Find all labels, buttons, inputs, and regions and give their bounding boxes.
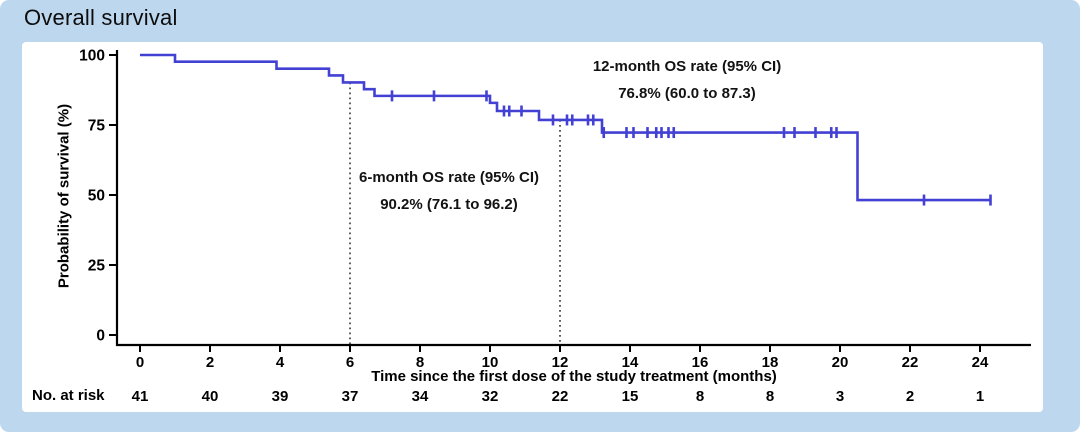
y-tick-label: 0	[96, 328, 105, 345]
annotation-6-month-os-value: 90.2% (76.1 to 96.2)	[380, 196, 518, 213]
x-tick-label: 2	[206, 354, 214, 371]
at-risk-value: 41	[132, 388, 149, 405]
x-tick-label: 4	[276, 354, 285, 371]
annotation-6-month-os: 6-month OS rate (95% CI) 90.2% (76.1 to …	[359, 169, 539, 213]
at-risk-label: No. at risk	[32, 387, 105, 404]
at-risk-value: 3	[836, 388, 844, 405]
x-tick-label: 6	[346, 354, 354, 371]
km-curve	[140, 53, 991, 202]
x-tick-label: 8	[416, 354, 424, 371]
y-axis-title: Probability of survival (%)	[55, 103, 73, 289]
x-axis-title: Time since the first dose of the study t…	[371, 368, 777, 385]
y-tick-label: 50	[88, 188, 105, 205]
y-tick-label: 25	[88, 258, 106, 275]
reference-dotted-lines	[349, 82, 561, 345]
annotation-12-month-os-title: 12-month OS rate (95% CI)	[592, 58, 782, 75]
y-tick-label: 75	[88, 118, 106, 135]
at-risk-value: 32	[482, 388, 499, 405]
at-risk-value: 39	[272, 388, 289, 405]
x-tick-label: 24	[972, 354, 989, 371]
at-risk-value: 15	[622, 388, 639, 405]
x-tick-label: 22	[902, 354, 919, 371]
y-axis-ticks: 0 25 50 75 100	[79, 48, 117, 345]
x-tick-label: 10	[482, 354, 499, 371]
annotation-12-month-os: 12-month OS rate (95% CI) 76.8% (60.0 to…	[593, 58, 781, 102]
x-tick-label: 16	[692, 354, 709, 371]
survival-step-line	[140, 53, 991, 202]
axes	[115, 50, 1031, 347]
at-risk-value: 8	[766, 388, 774, 405]
annotation-6-month-os-title: 6-month OS rate (95% CI)	[358, 169, 540, 186]
x-tick-label: 14	[622, 354, 639, 371]
x-tick-label: 18	[762, 354, 779, 371]
at-risk-value: 1	[976, 388, 984, 405]
at-risk-value: 8	[696, 388, 704, 405]
at-risk-value: 22	[552, 388, 569, 405]
censor-marks	[390, 90, 992, 206]
x-tick-label: 20	[832, 354, 849, 371]
at-risk-values: 41 40 39 37 34 32 22 15 8 8 3 2 1	[132, 388, 985, 405]
y-tick-label: 100	[79, 48, 105, 65]
at-risk-value: 37	[342, 388, 359, 405]
x-tick-label: 0	[136, 354, 144, 371]
x-tick-label: 12	[552, 354, 569, 371]
at-risk-value: 34	[412, 388, 429, 405]
x-axis-ticks: 0 2 4 6 8 10 12 14 16 18 20 22 24	[136, 345, 989, 371]
at-risk-value: 2	[906, 388, 914, 405]
at-risk-value: 40	[202, 388, 219, 405]
figure-title: Overall survival	[24, 5, 178, 30]
annotation-12-month-os-value: 76.8% (60.0 to 87.3)	[618, 85, 756, 102]
plot-area	[22, 42, 1043, 412]
